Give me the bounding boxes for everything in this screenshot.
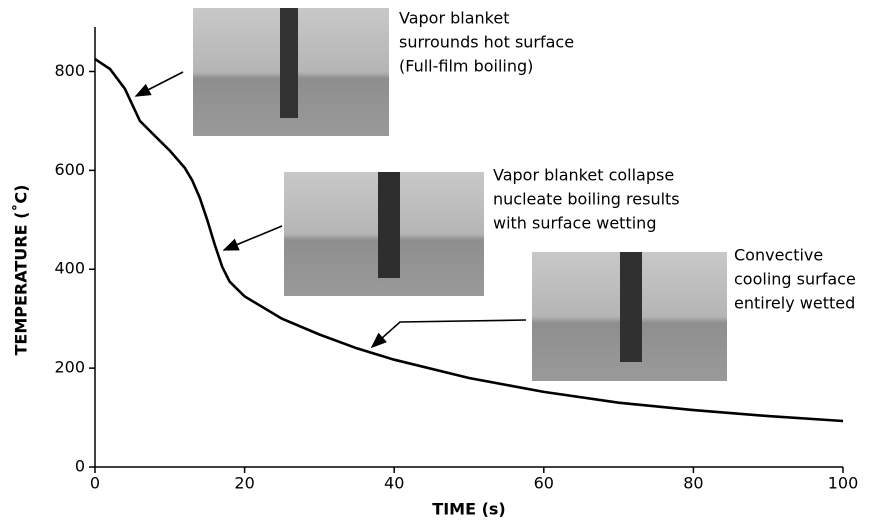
x-axis-title: TIME (s) bbox=[432, 500, 505, 519]
annotation: nucleate boiling results bbox=[493, 190, 680, 209]
annotation: with surface wetting bbox=[493, 214, 656, 233]
arrows bbox=[134, 71, 527, 349]
x-tick-label: 60 bbox=[534, 474, 554, 493]
y-tick-label: 0 bbox=[75, 457, 85, 476]
x-tick-label: 100 bbox=[828, 474, 859, 493]
x-tick-label: 80 bbox=[683, 474, 703, 493]
annotation: entirely wetted bbox=[734, 294, 855, 313]
y-axis-title: TEMPERATURE (˚C) bbox=[12, 185, 31, 356]
photo bbox=[193, 8, 389, 136]
y-tick-label: 200 bbox=[54, 358, 85, 377]
y-tick-label: 400 bbox=[54, 259, 85, 278]
annotation: Convective bbox=[734, 246, 823, 265]
annotation: Vapor blanket bbox=[399, 9, 509, 28]
y-tick-label: 600 bbox=[54, 160, 85, 179]
annotation: cooling surface bbox=[734, 270, 856, 289]
annotation: surrounds hot surface bbox=[399, 33, 574, 52]
photo bbox=[284, 172, 484, 296]
photo bbox=[532, 252, 727, 381]
cooling-curve bbox=[94, 58, 844, 423]
annotation: (Full-film boiling) bbox=[399, 57, 533, 76]
x-tick-label: 40 bbox=[384, 474, 404, 493]
annotation: Vapor blanket collapse bbox=[493, 166, 674, 185]
x-tick-label: 20 bbox=[234, 474, 254, 493]
x-tick-label: 0 bbox=[90, 474, 100, 493]
y-tick-label: 800 bbox=[54, 61, 85, 80]
